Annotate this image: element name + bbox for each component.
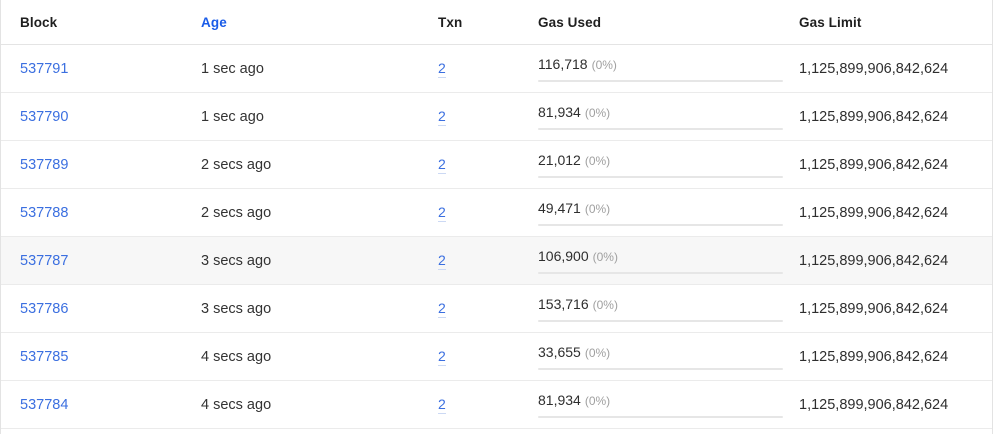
table-row: 537785 4 secs ago 2 33,655 (0%) 1,125,899… (1, 333, 992, 381)
gas-used-progressbar (538, 175, 783, 178)
age-text: 3 secs ago (201, 300, 272, 317)
gas-used-percent: (0%) (592, 297, 618, 312)
txn-link[interactable]: 2 (438, 347, 446, 366)
table-row: 537784 4 secs ago 2 81,934 (0%) 1,125,899… (1, 381, 992, 429)
gas-limit-value: 1,125,899,906,842,624 (799, 204, 949, 221)
gas-used-progressbar (538, 319, 783, 322)
table-row: 537791 1 sec ago 2 116,718 (0%) 1,125,899… (1, 45, 992, 93)
gas-limit-value: 1,125,899,906,842,624 (799, 108, 949, 125)
gas-used-value: 106,900 (538, 247, 589, 264)
txn-link[interactable]: 2 (438, 203, 446, 222)
age-text: 4 secs ago (201, 396, 272, 413)
txn-link[interactable]: 2 (438, 299, 446, 318)
gas-used-progressbar (538, 271, 783, 274)
column-header-gas-used[interactable]: Gas Used (538, 14, 602, 30)
block-link[interactable]: 537788 (20, 204, 69, 221)
table-row: 537787 3 secs ago 2 106,900 (0%) 1,125,89… (1, 237, 992, 285)
gas-used-value: 81,934 (538, 391, 581, 408)
txn-link[interactable]: 2 (438, 59, 446, 78)
table-row: 537790 1 sec ago 2 81,934 (0%) 1,125,899,… (1, 93, 992, 141)
table-row: 537789 2 secs ago 2 21,012 (0%) 1,125,899… (1, 141, 992, 189)
gas-used-percent: (0%) (584, 105, 611, 120)
block-link[interactable]: 537787 (20, 252, 69, 269)
gas-limit-value: 1,125,899,906,842,624 (799, 396, 949, 413)
gas-limit-value: 1,125,899,906,842,624 (799, 348, 949, 365)
gas-used-percent: (0%) (584, 153, 611, 168)
age-text: 1 sec ago (201, 60, 264, 77)
table-row: 537786 3 secs ago 2 153,716 (0%) 1,125,89… (1, 285, 992, 333)
gas-used-percent: (0%) (584, 345, 611, 360)
txn-link[interactable]: 2 (438, 155, 446, 174)
age-text: 1 sec ago (201, 108, 264, 125)
gas-used-value: 33,655 (538, 343, 581, 360)
column-header-gas-limit[interactable]: Gas Limit (799, 14, 862, 30)
block-link[interactable]: 537790 (20, 108, 69, 125)
gas-limit-value: 1,125,899,906,842,624 (799, 252, 949, 269)
gas-used-progressbar (538, 127, 783, 130)
gas-used-percent: (0%) (591, 57, 617, 72)
age-text: 2 secs ago (201, 156, 272, 173)
gas-used-value: 21,012 (538, 151, 581, 168)
gas-used-progressbar (538, 367, 783, 370)
txn-link[interactable]: 2 (438, 107, 446, 126)
gas-used-progressbar (538, 79, 783, 82)
gas-used-percent: (0%) (584, 393, 611, 408)
gas-used-value: 116,718 (538, 55, 588, 72)
gas-used-progressbar (538, 223, 783, 226)
gas-used-value: 81,934 (538, 103, 581, 120)
partial-next-row (1, 429, 992, 434)
age-text: 4 secs ago (201, 348, 272, 365)
txn-link[interactable]: 2 (438, 251, 446, 270)
age-text: 3 secs ago (201, 252, 272, 269)
block-link[interactable]: 537789 (20, 156, 69, 173)
column-header-block[interactable]: Block (20, 14, 58, 30)
table-header-row: Block Age Txn Gas Used Gas Limit (1, 0, 992, 45)
txn-link[interactable]: 2 (438, 395, 446, 414)
age-text: 2 secs ago (201, 204, 272, 221)
block-link[interactable]: 537784 (20, 396, 69, 413)
gas-used-value: 49,471 (538, 199, 581, 216)
table-row: 537788 2 secs ago 2 49,471 (0%) 1,125,899… (1, 189, 992, 237)
column-header-txn[interactable]: Txn (438, 14, 463, 30)
gas-used-percent: (0%) (584, 201, 611, 216)
gas-used-percent: (0%) (592, 249, 618, 264)
gas-limit-value: 1,125,899,906,842,624 (799, 156, 949, 173)
gas-limit-value: 1,125,899,906,842,624 (799, 60, 949, 77)
gas-used-progressbar (538, 415, 783, 418)
block-link[interactable]: 537785 (20, 348, 69, 365)
gas-used-value: 153,716 (538, 295, 589, 312)
block-link[interactable]: 537791 (20, 60, 69, 77)
gas-limit-value: 1,125,899,906,842,624 (799, 300, 949, 317)
block-link[interactable]: 537786 (20, 300, 69, 317)
column-header-age[interactable]: Age (201, 14, 227, 30)
